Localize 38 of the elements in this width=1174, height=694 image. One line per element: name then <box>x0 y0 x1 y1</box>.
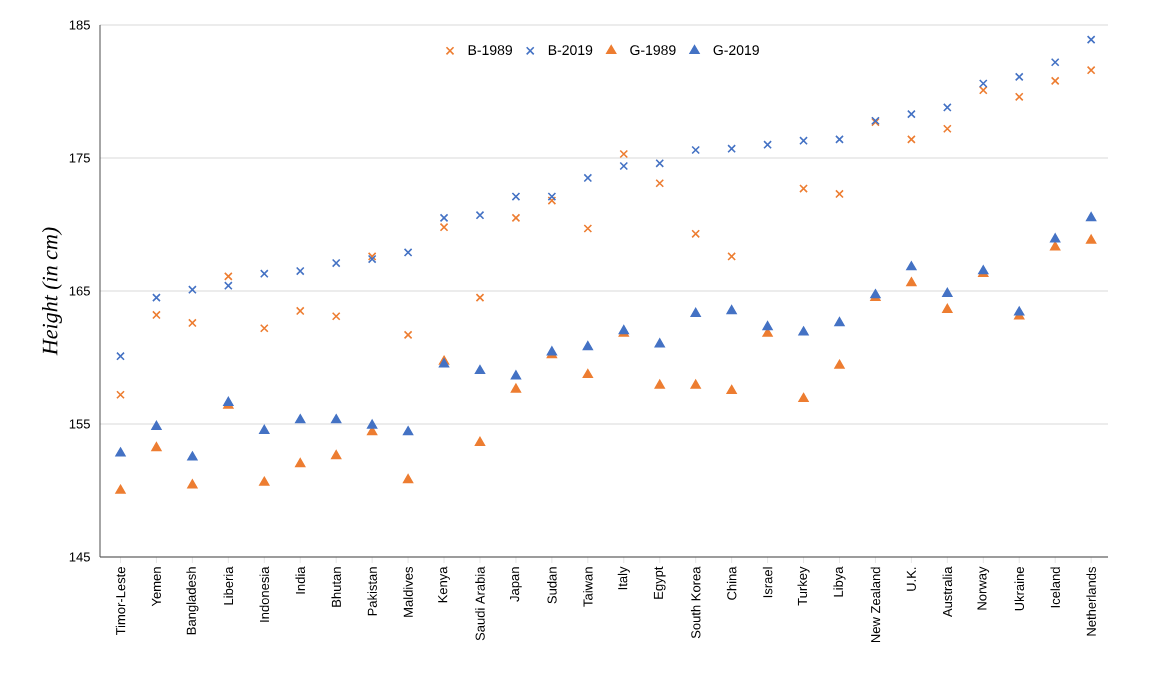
x-tick-label: Turkey <box>797 566 810 606</box>
x-tick-label: China <box>726 566 737 600</box>
x-tick-label: Yemen <box>151 567 161 607</box>
x-tick-label: U.K. <box>906 567 916 591</box>
legend-label: B-2019 <box>548 45 593 56</box>
y-tick-label: 165 <box>69 286 90 296</box>
legend-label: B-1989 <box>468 45 513 56</box>
x-tick-label: Saudi Arabia <box>475 566 485 641</box>
x-tick-label: Timor-Leste <box>115 567 126 636</box>
x-tick-label: Italy <box>617 566 630 590</box>
x-tick-label: Ukraine <box>1014 567 1025 611</box>
x-tick-label: Israel <box>762 567 773 598</box>
x-tick-label: Sudan <box>547 567 557 604</box>
x-tick-label: Iceland <box>1050 567 1060 608</box>
x-tick-label: Norway <box>977 566 990 610</box>
x-tick-label: Libya <box>833 566 846 597</box>
x-tick-label: New Zealand <box>870 567 881 643</box>
x-tick-label: Australia <box>942 566 953 618</box>
x-tick-label: Liberia <box>223 566 234 605</box>
x-tick-label: Bhutan <box>331 567 341 607</box>
x-tick-label: Maldives <box>403 567 413 617</box>
x-tick-label: Bangladesh <box>186 567 199 635</box>
x-tick-label: Netherlands <box>1086 567 1096 636</box>
x-tick-label: Kenya <box>438 566 450 603</box>
x-tick-label: Japan <box>510 567 522 602</box>
x-tick-label: Taiwan <box>583 567 593 607</box>
legend-label: G-1989 <box>630 45 676 56</box>
x-tick-label: Pakistan <box>367 567 377 616</box>
y-axis-title: Height (in cm) <box>42 227 62 356</box>
y-tick-label: 155 <box>69 419 90 429</box>
y-tick-label: 185 <box>69 20 90 30</box>
x-tick-label: South Korea <box>690 566 701 639</box>
x-tick-label: India <box>295 566 306 594</box>
x-tick-label: Indonesia <box>259 566 270 622</box>
x-tick-label: Egypt <box>653 566 666 599</box>
y-tick-label: 145 <box>69 552 90 562</box>
y-tick-label: 175 <box>69 153 90 163</box>
legend-label: G-2019 <box>713 45 759 56</box>
